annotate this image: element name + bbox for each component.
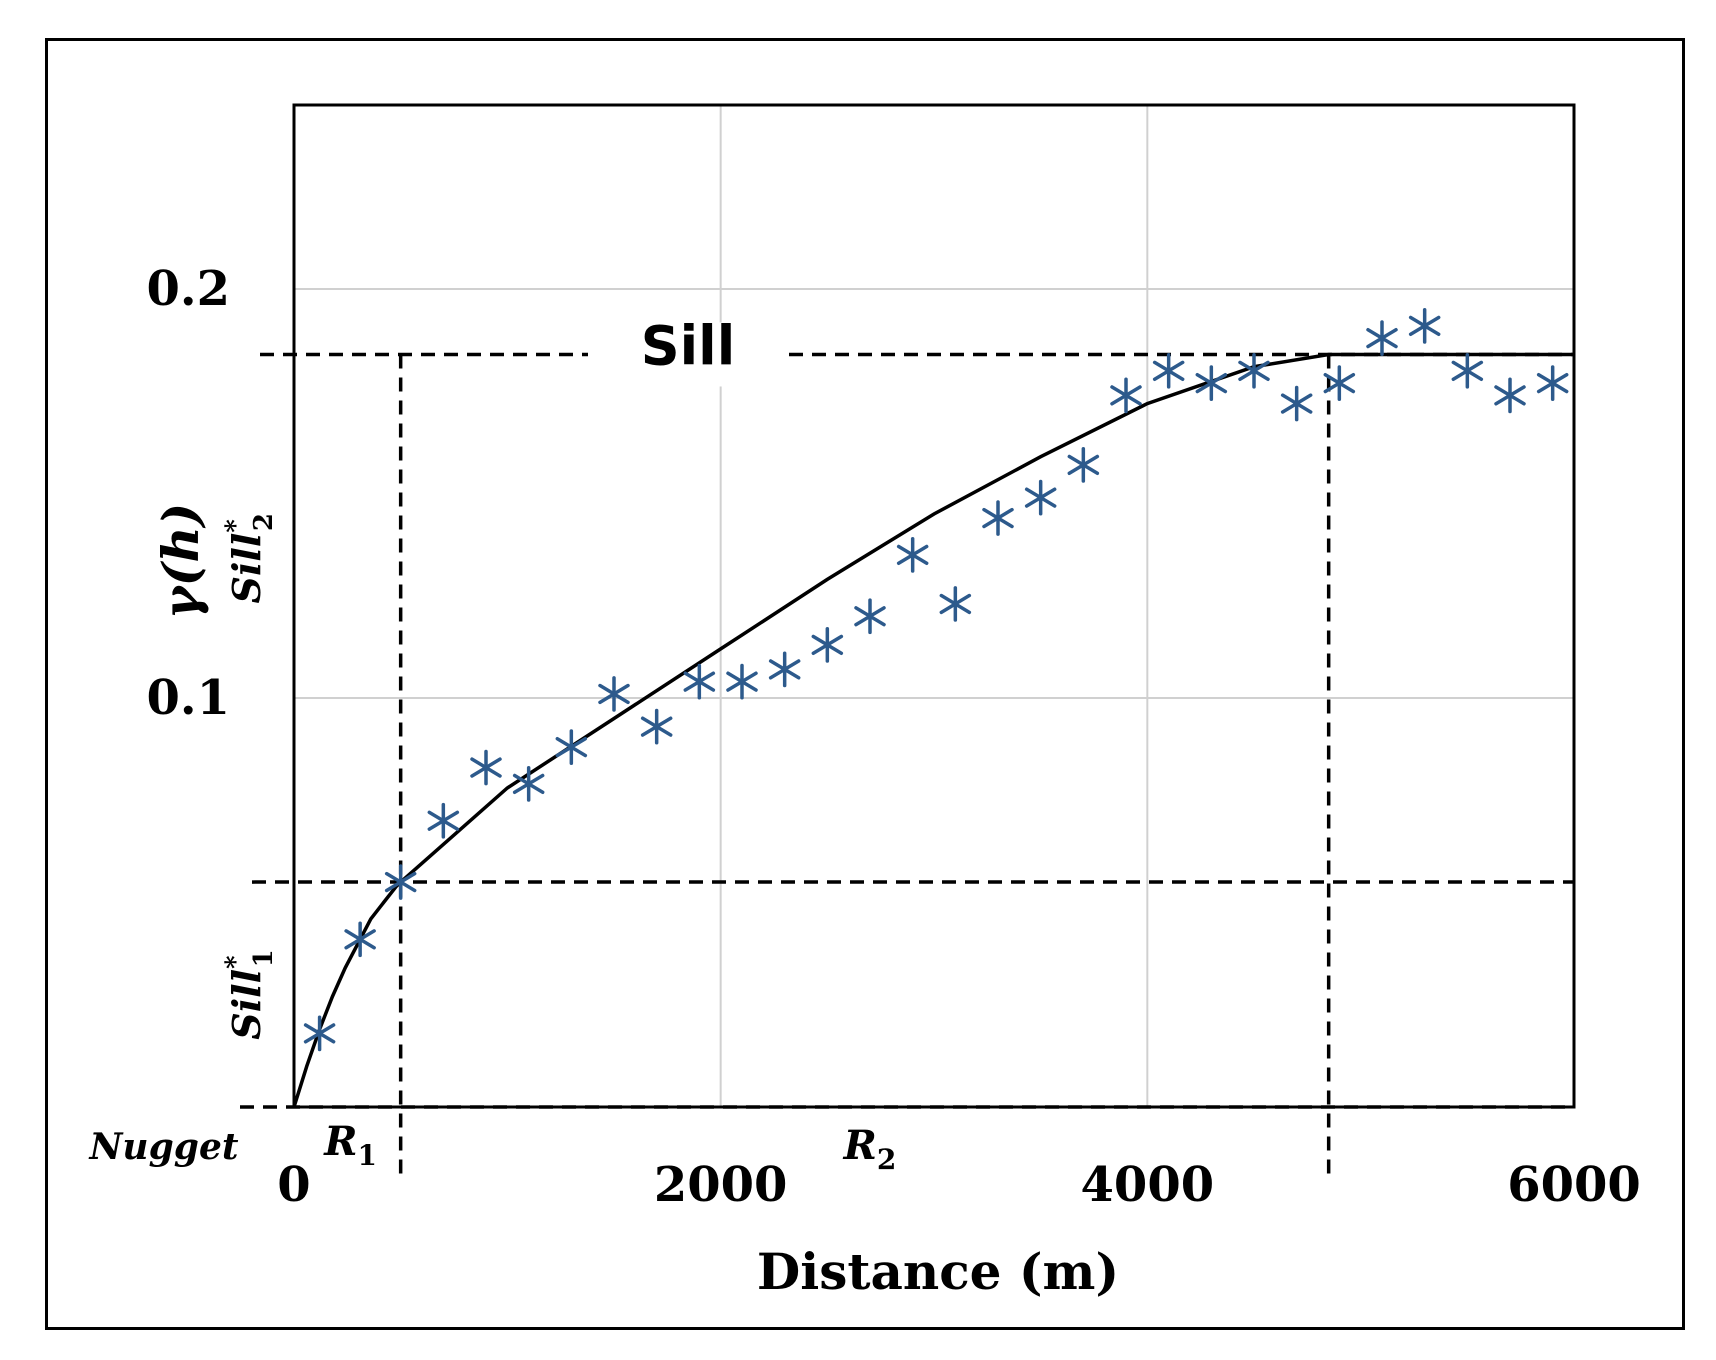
- data-point-stroke: [939, 593, 972, 615]
- data-point: [1366, 320, 1398, 356]
- x-tick-label: 6000: [1507, 1157, 1641, 1213]
- data-point: [726, 663, 758, 700]
- data-point-stroke: [1366, 327, 1398, 349]
- data-point: [1408, 307, 1441, 344]
- r1-letter: R: [323, 1118, 357, 1165]
- data-point-stroke: [1536, 372, 1569, 394]
- r1-label: R1: [323, 1118, 377, 1172]
- data-point-stroke: [726, 671, 758, 692]
- data-point-stroke: [768, 659, 801, 680]
- model-curve: [292, 352, 1574, 1108]
- data-points: [303, 307, 1569, 1052]
- r1-subscript: 1: [358, 1139, 377, 1172]
- x-tick-label: 4000: [1081, 1157, 1215, 1213]
- data-point: [1238, 352, 1270, 389]
- r2-label: R2: [843, 1122, 897, 1176]
- sill1-subscript: 1: [249, 949, 279, 967]
- data-point-stroke: [811, 634, 844, 656]
- data-point: [1195, 365, 1228, 401]
- data-point-stroke: [683, 671, 716, 692]
- sill2-superscript: *: [221, 519, 251, 533]
- grid-lines: [294, 105, 1574, 1107]
- data-point: [598, 676, 630, 712]
- data-point-stroke: [1024, 487, 1057, 508]
- data-point: [1494, 377, 1526, 414]
- svg-text:Sill*1: Sill*1: [221, 949, 279, 1039]
- data-point-stroke: [470, 757, 502, 778]
- data-point: [303, 1015, 336, 1052]
- data-point-stroke: [555, 736, 588, 758]
- data-point-stroke: [303, 1023, 336, 1044]
- x-tick-labels: 0 2000 4000 6000: [277, 1157, 1641, 1213]
- svg-text:R2: R2: [843, 1122, 897, 1176]
- data-point-stroke: [1323, 372, 1356, 394]
- sill1-label: Sill*1: [221, 949, 279, 1039]
- data-point: [640, 708, 673, 745]
- data-point-stroke: [1451, 360, 1484, 381]
- sill-label-background: [588, 322, 788, 387]
- data-point-stroke: [344, 929, 376, 950]
- sill1-superscript: *: [221, 955, 251, 969]
- data-point: [384, 864, 417, 900]
- svg-text:R1: R1: [323, 1118, 377, 1172]
- data-point-stroke: [982, 507, 1014, 529]
- data-point: [344, 921, 376, 958]
- data-point: [1451, 352, 1484, 389]
- sill2-word: Sill: [224, 533, 269, 604]
- data-point-stroke: [598, 683, 630, 705]
- data-point-stroke: [896, 544, 929, 566]
- data-point: [1280, 385, 1313, 422]
- x-axis-label: Distance (m): [757, 1242, 1119, 1301]
- sill1-word: Sill: [224, 969, 269, 1040]
- data-point: [939, 586, 972, 622]
- data-point-stroke: [640, 716, 673, 737]
- data-point: [555, 729, 588, 765]
- semivariogram-chart: 0.10.2 0 2000 4000 6000 Sill Nugget R1 R2 S…: [89, 103, 1641, 1301]
- data-point-stroke: [427, 810, 460, 831]
- data-point-stroke: [1280, 393, 1313, 414]
- data-point: [1067, 447, 1100, 483]
- r2-subscript: 2: [877, 1143, 896, 1176]
- r2-letter: R: [843, 1122, 877, 1169]
- data-point-stroke: [1067, 454, 1100, 476]
- data-point: [470, 749, 502, 786]
- data-point-stroke: [384, 871, 417, 893]
- data-point-stroke: [1195, 372, 1228, 394]
- data-point: [982, 500, 1014, 536]
- data-point-stroke: [1408, 315, 1441, 336]
- x-tick-label: 0: [277, 1157, 310, 1213]
- data-point-stroke: [512, 773, 545, 795]
- data-point: [854, 598, 886, 635]
- data-point: [683, 663, 716, 700]
- reference-lines: [240, 352, 1574, 1177]
- y-tick-label: 0.2: [146, 261, 230, 317]
- plot-border: [292, 103, 1576, 1109]
- svg-text:Sill*2: Sill*2: [221, 513, 279, 603]
- data-point: [768, 651, 801, 688]
- sill2-subscript: 2: [249, 513, 279, 531]
- figure-frame: 0.1 0.2 0 2000 4000 6000 Sill Nugget R1 R2 S…: [45, 38, 1685, 1330]
- data-point-stroke: [854, 606, 886, 627]
- sill2-label: Sill*2: [221, 513, 279, 603]
- data-point: [1536, 365, 1569, 401]
- data-point: [896, 537, 929, 573]
- y-tick-labels: 0.1 0.2: [146, 261, 230, 726]
- data-point: [1110, 377, 1142, 414]
- sill-label: Sill: [641, 314, 735, 377]
- data-point: [1323, 365, 1356, 401]
- data-point: [811, 627, 844, 663]
- data-point: [512, 766, 545, 802]
- data-point-stroke: [1110, 385, 1142, 406]
- data-point-stroke: [1238, 360, 1270, 381]
- y-tick-label: 0.1: [146, 670, 230, 726]
- data-point: [1152, 352, 1185, 389]
- nugget-label: Nugget: [89, 1126, 239, 1168]
- data-point-stroke: [1152, 360, 1185, 381]
- x-tick-label: 2000: [654, 1157, 788, 1213]
- y-axis-label: γ(h): [151, 503, 210, 620]
- data-point: [427, 802, 460, 839]
- data-point-stroke: [1494, 385, 1526, 406]
- data-point: [1024, 479, 1057, 516]
